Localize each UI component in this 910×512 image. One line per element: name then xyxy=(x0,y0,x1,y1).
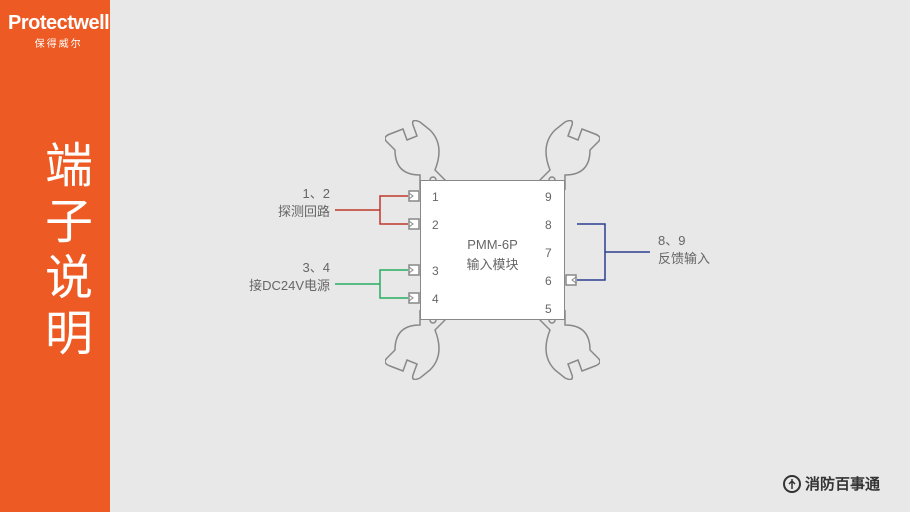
terminal-1: 1 xyxy=(432,190,439,204)
terminal-7: 7 xyxy=(545,246,552,260)
terminal-9: 9 xyxy=(545,190,552,204)
terminal-2: 2 xyxy=(432,218,439,232)
module-label: PMM-6P 输入模块 xyxy=(421,235,564,274)
footer-logo: 消防百事通 xyxy=(783,473,880,494)
terminal-6: 6 xyxy=(545,274,552,288)
brand-cn: 保得威尔 xyxy=(8,35,109,50)
brand-logo: Protectwell 保得威尔 xyxy=(8,12,109,50)
module-model: PMM-6P xyxy=(421,235,564,255)
footer-text: 消防百事通 xyxy=(805,473,880,494)
terminal-5: 5 xyxy=(545,302,552,316)
footer-icon xyxy=(783,475,801,493)
sidebar: Protectwell 保得威尔 端子说明 xyxy=(0,0,110,512)
page-title: 端子说明 xyxy=(28,140,98,364)
module-box: PMM-6P 输入模块 xyxy=(420,180,565,320)
terminal-diagram: PMM-6P 输入模块 1 2 3 4 9 8 7 6 5 1、2 探测回路 3… xyxy=(340,100,640,400)
wire-feedback xyxy=(565,100,655,400)
wire-label-detect: 1、2 探测回路 xyxy=(210,185,330,221)
wire-dc24v xyxy=(330,100,420,400)
terminal-8: 8 xyxy=(545,218,552,232)
terminal-3: 3 xyxy=(432,264,439,278)
terminal-4: 4 xyxy=(432,292,439,306)
wire-label-dc24v: 3、4 接DC24V电源 xyxy=(180,259,330,295)
module-type: 输入模块 xyxy=(421,255,564,275)
wire-label-feedback: 8、9 反馈输入 xyxy=(658,232,778,268)
brand-en: Protectwell xyxy=(8,12,109,35)
